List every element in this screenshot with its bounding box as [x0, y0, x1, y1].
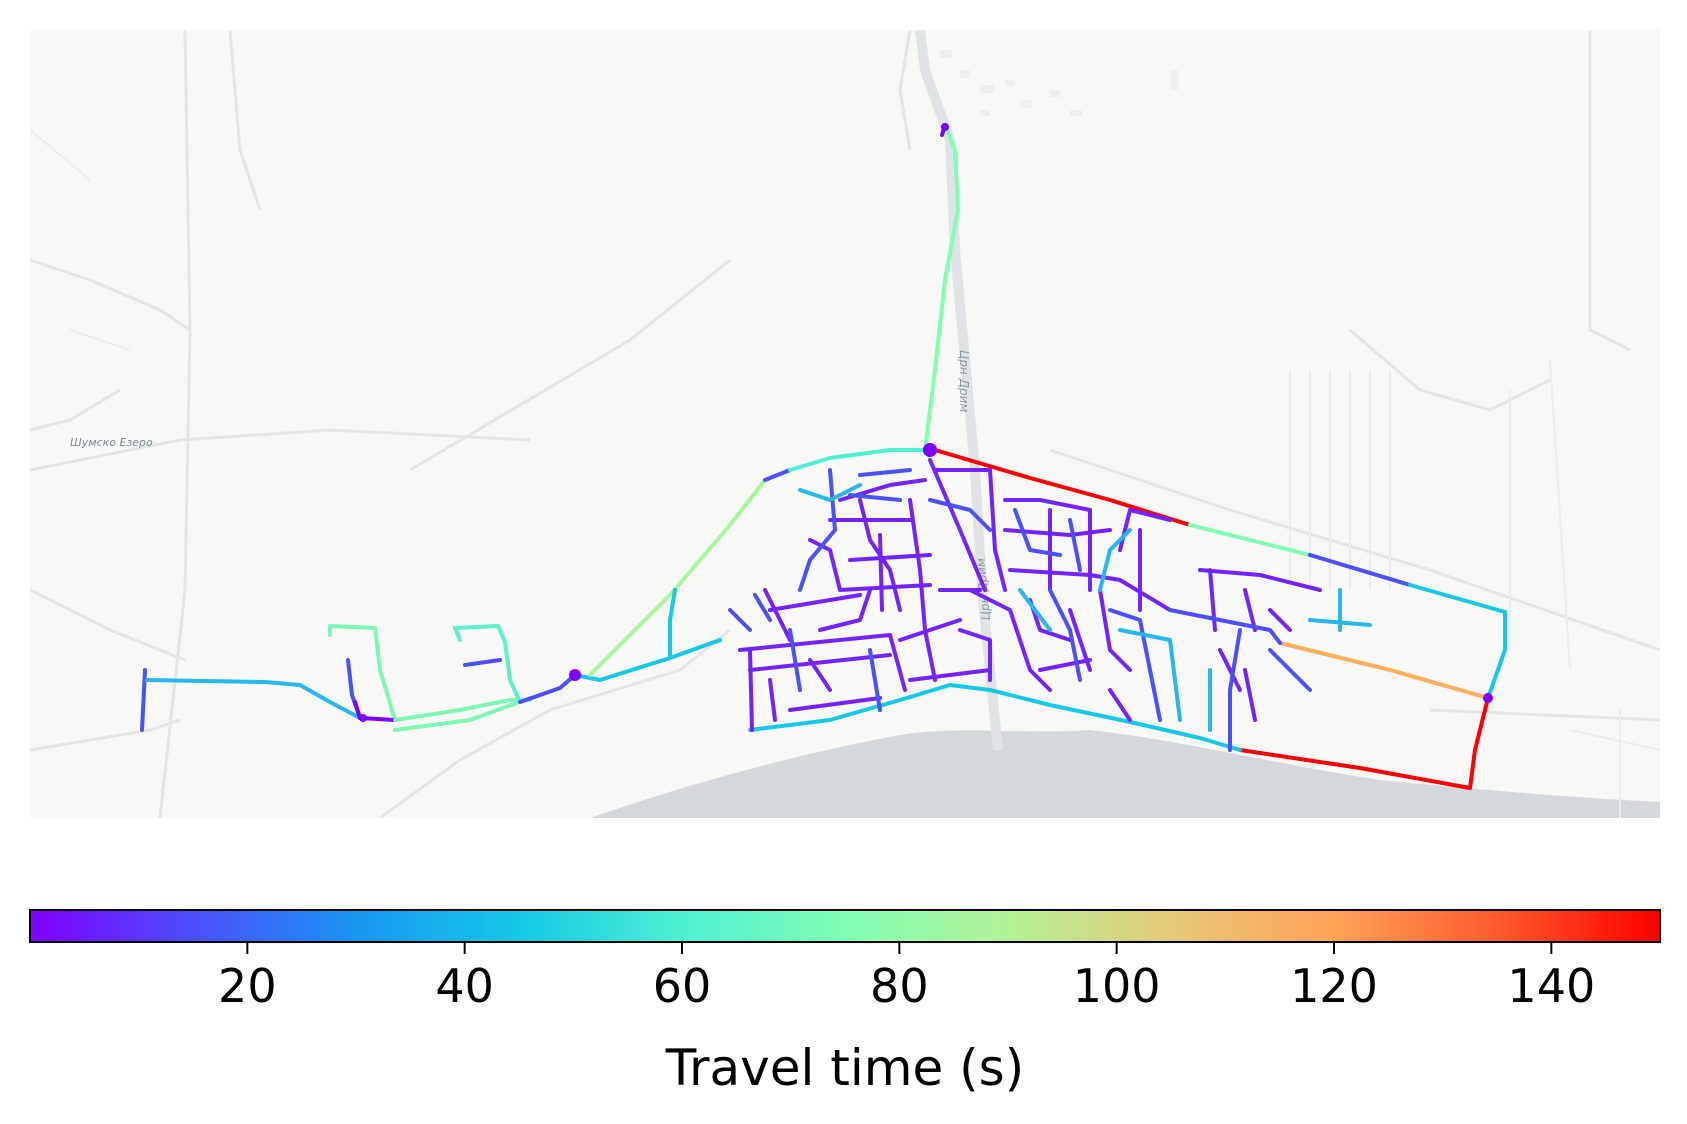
- lake-water: [590, 730, 1660, 818]
- road-edge-northeast-boundary[interactable]: [933, 448, 1192, 527]
- junction-markers: [359, 123, 1493, 722]
- colorbar-tick-label: 40: [435, 959, 494, 1013]
- map-panel[interactable]: Шумско Езеро Црн Дрим Црн Дрим: [30, 30, 1660, 818]
- colorbar-tick-label: 140: [1507, 959, 1595, 1013]
- road-edge[interactable]: [763, 468, 792, 482]
- road-edges[interactable]: [140, 123, 1507, 790]
- road-edge[interactable]: [573, 638, 722, 682]
- road-edge[interactable]: [923, 123, 960, 452]
- road-edge[interactable]: [463, 658, 502, 667]
- colorbar-ticks: 20 40 60 80 100 120 140: [218, 942, 1595, 1013]
- road-edge[interactable]: [393, 696, 532, 732]
- road-edge[interactable]: [140, 668, 147, 732]
- road-edge[interactable]: [1408, 583, 1507, 614]
- road-edge[interactable]: [145, 678, 362, 720]
- road-edge[interactable]: [588, 478, 767, 677]
- basemap: Шумско Езеро Црн Дрим Црн Дрим: [30, 30, 1660, 818]
- road-edge[interactable]: [748, 683, 1242, 752]
- colorbar-tick-label: 120: [1290, 959, 1378, 1013]
- road-edge-southeast-shore[interactable]: [1238, 696, 1490, 790]
- colorbar-tick-label: 20: [218, 959, 277, 1013]
- road-edge[interactable]: [328, 624, 397, 722]
- road-edge[interactable]: [1486, 610, 1507, 700]
- colorbar-bar: [29, 909, 1661, 943]
- colorbar-axis-label: Travel time (s): [665, 1039, 1024, 1097]
- place-label-lake: Шумско Езеро: [70, 436, 153, 449]
- road-network-map[interactable]: Шумско Езеро Црн Дрим Црн Дрим: [30, 30, 1660, 818]
- road-edge[interactable]: [788, 448, 932, 472]
- road-edge[interactable]: [353, 700, 362, 720]
- road-edge[interactable]: [1308, 553, 1412, 587]
- colorbar-tick-label: 60: [653, 959, 712, 1013]
- road-edge[interactable]: [453, 624, 522, 704]
- road-edge[interactable]: [518, 673, 577, 704]
- road-edge-east-diagonal[interactable]: [1278, 641, 1490, 700]
- colorbar-tick-label: 100: [1073, 959, 1161, 1013]
- road-edge[interactable]: [1188, 523, 1312, 557]
- place-label-river-north: Црн Дрим: [957, 350, 971, 412]
- road-edge[interactable]: [668, 588, 677, 657]
- river: [915, 30, 1003, 751]
- colorbar-tick-label: 80: [870, 959, 929, 1013]
